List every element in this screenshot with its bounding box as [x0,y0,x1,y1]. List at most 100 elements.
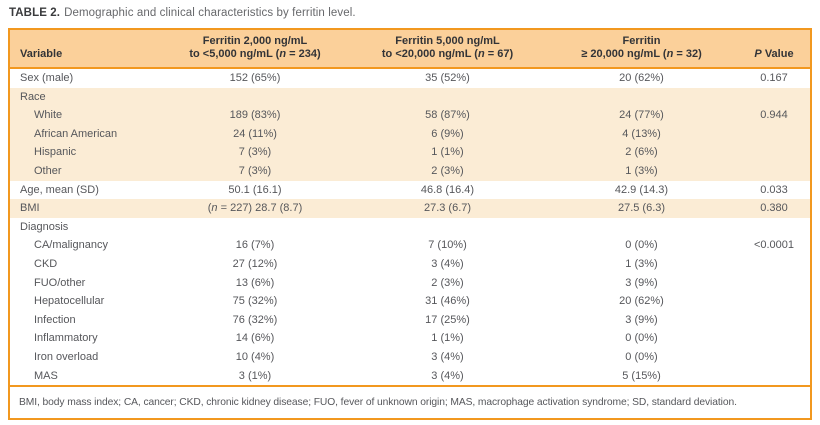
row-label: Age, mean (SD) [20,183,99,196]
table-row: Sex (male) 152 (65%) 35 (52%) 20 (62%) 0.167 [10,68,810,88]
header-line1: Ferritin [622,35,661,47]
cell-p-value [738,311,810,330]
header-row: Variable Ferritin 2,000 ng/mL to <5,000 … [10,30,810,69]
cell-ferritin-2000-5000: 7 (3%) [160,143,350,162]
cell-ferritin-5000-20000: 2 (3%) [350,161,545,181]
header-line1: Ferritin 5,000 ng/mL [395,35,500,47]
cell-ferritin-2000-5000: (n = 227) 28.7 (8.7) [160,199,350,218]
table-row: Iron overload 10 (4%) 3 (4%) 0 (0%) [10,348,810,367]
cell-ferritin-5000-20000: 27.3 (6.7) [350,199,545,218]
cell-ferritin-2000-5000: 13 (6%) [235,276,275,289]
cell-ferritin-20000: 1 (3%) [625,257,658,270]
header-line2-tail: = 32) [673,48,702,60]
table-row: Infection 76 (32%) 17 (25%) 3 (9%) [10,311,810,330]
header-n-italic: n [279,48,287,60]
cell-p-value: <0.0001 [753,239,795,252]
cell-ferritin-20000: 24 (77%) [545,106,738,125]
cell-ferritin-20000: 2 (6%) [545,143,738,162]
header-line2: to <20,000 ng/mL (n = 67) [350,48,545,61]
table-row: CA/malignancy 16 (7%) 7 (10%) 0 (0%) <0.0001 [10,236,810,255]
table-row: MAS 3 (1%) 3 (4%) 5 (15%) [10,367,810,386]
cell-p-value [738,143,810,162]
table-row: Age, mean (SD) 50.1 (16.1) 46.8 (16.4) 42.9… [10,181,810,200]
cell-ferritin-5000-20000: 58 (87%) [350,106,545,125]
table-caption-label: TABLE 2. [9,7,61,19]
row-label: CKD [34,257,58,270]
column-header-ferritin-5000-20000: Ferritin 5,000 ng/mL to <20,000 ng/mL (n… [350,30,545,69]
header-line2-text: to <20,000 ng/mL ( [381,48,478,60]
cell-ferritin-5000-20000: 2 (3%) [431,276,464,289]
cell-p-value: 0.167 [760,72,788,84]
table-caption: TABLE 2. Demographic and clinical charact… [8,5,812,28]
cell-ferritin-20000: 1 (3%) [545,161,738,181]
row-label: Iron overload [34,350,99,363]
cell-ferritin-20000: 4 (13%) [545,124,738,144]
header-line2: ≥ 20,000 ng/mL (n = 32) [545,48,738,61]
table-row: Hepatocellular 75 (32%) 31 (46%) 20 (62%) [10,292,810,311]
cell-ferritin-20000: 27.5 (6.3) [545,199,738,218]
cell-ferritin-2000-5000: 189 (83%) [160,106,350,125]
cell-ferritin-2000-5000 [160,218,350,237]
cell-ferritin-5000-20000 [350,218,545,237]
header-line2-tail: = 234) [286,48,321,60]
cell-p-value [738,161,810,181]
table-row: African American 24 (11%) 6 (9%) 4 (13%) [10,124,810,144]
header-line2-text: ≥ 20,000 ng/mL ( [581,48,667,60]
table-row: Hispanic 7 (3%) 1 (1%) 2 (6%) [10,143,810,162]
cell-p-value [738,292,810,311]
table-row: Race [10,87,810,107]
cell-ferritin-5000-20000: 17 (25%) [425,313,470,326]
column-header-variable: Variable [10,30,160,69]
cell-ferritin-2000-5000: 14 (6%) [235,332,275,345]
header-line2-tail: = 67) [484,48,514,60]
table-header: Variable Ferritin 2,000 ng/mL to <5,000 … [10,30,810,69]
cell-ferritin-5000-20000: 31 (46%) [425,295,470,308]
cell-ferritin-20000: 42.9 (14.3) [614,183,669,196]
cell-p-value [738,124,810,144]
cell-ferritin-20000: 20 (62%) [619,295,664,308]
cell-ferritin-2000-5000: 50.1 (16.1) [228,183,282,196]
cell-ferritin-2000-5000: 24 (11%) [160,124,350,144]
table-row: Inflammatory 14 (6%) 1 (1%) 0 (0%) [10,329,810,348]
cell-p-value [738,274,810,293]
cell-ferritin-20000: 3 (9%) [625,313,658,326]
table-body: Sex (male) 152 (65%) 35 (52%) 20 (62%) 0.167… [10,68,810,385]
row-label: MAS [34,369,58,382]
cell-ferritin-5000-20000: 1 (1%) [431,332,464,345]
column-header-p-value: P Value [738,30,810,69]
cell-ferritin-2000-5000: 10 (4%) [235,350,275,363]
cell-p-value [738,87,810,107]
cell-ferritin-2000-5000: 27 (12%) [232,257,278,270]
row-label: Diagnosis [20,220,69,233]
cell-ferritin-20000 [545,87,738,107]
cell-ferritin-5000-20000: 46.8 (16.4) [420,183,475,196]
cell-ferritin-20000 [545,218,738,237]
cell-ferritin-20000: 20 (62%) [619,72,664,84]
demographics-table: Variable Ferritin 2,000 ng/mL to <5,000 … [10,30,810,385]
cell-ferritin-5000-20000: 1 (1%) [350,143,545,162]
row-label: BMI [10,199,160,218]
row-label: Inflammatory [34,332,98,345]
cell-ferritin-5000-20000: 35 (52%) [425,72,470,84]
cell-ferritin-5000-20000: 7 (10%) [428,239,467,252]
cell-ferritin-2000-5000: 152 (65%) [229,72,281,84]
table-frame: Variable Ferritin 2,000 ng/mL to <5,000 … [8,28,812,421]
cell-ferritin-2000-5000 [160,87,350,107]
cell-p-value [738,329,810,348]
p-value-label: Value [761,48,794,60]
cell-ferritin-2000-5000: 7 (3%) [160,161,350,181]
row-label: Sex (male) [20,72,74,84]
cell-ferritin-20000: 0 (0%) [625,332,658,345]
cell-ferritin-2000-5000: 76 (32%) [232,313,278,326]
row-label: Hepatocellular [34,295,105,308]
cell-p-value [738,255,810,274]
cell-ferritin-20000: 0 (0%) [625,239,658,252]
cell-p-value [738,348,810,367]
cell-ferritin-5000-20000 [350,87,545,107]
row-label: Other [10,161,160,181]
row-label: African American [10,124,160,144]
cell-ferritin-2000-5000: 16 (7%) [235,239,275,252]
cell-ferritin-2000-5000: 75 (32%) [232,295,278,308]
cell-ferritin-5000-20000: 3 (4%) [431,369,464,382]
